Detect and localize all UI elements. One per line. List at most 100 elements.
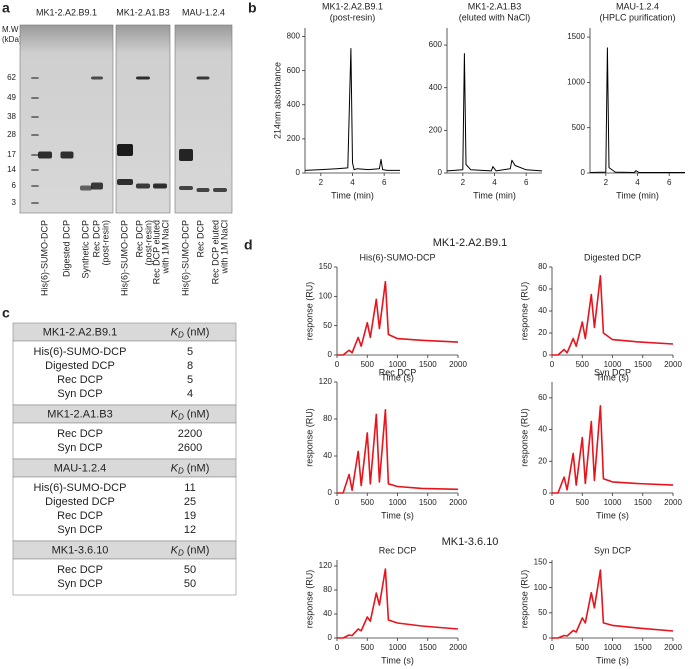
lane-label: His(6)-SUMO-DCP bbox=[119, 220, 129, 296]
y-tick-label: 40 bbox=[323, 451, 332, 460]
kd-symbol: K bbox=[171, 462, 179, 474]
y-tick-label: 1000 bbox=[567, 77, 585, 86]
gel-band bbox=[31, 97, 39, 99]
mw-marker: 17 bbox=[7, 150, 16, 159]
lane-label: Rec DCP eluted bbox=[210, 220, 220, 284]
panel-label: a bbox=[2, 0, 10, 16]
gel-band bbox=[31, 185, 39, 187]
kd-header: KD (nM) bbox=[171, 326, 210, 339]
axis bbox=[589, 28, 685, 174]
mw-marker: 49 bbox=[7, 93, 16, 102]
data-line bbox=[337, 409, 459, 494]
mw-marker: 28 bbox=[7, 130, 16, 139]
kd-value: 2600 bbox=[178, 442, 202, 454]
kd-unit: (nM) bbox=[187, 462, 210, 474]
chart-subtitle: (eluted with NaCl) bbox=[459, 12, 531, 22]
x-axis-label: Time (min) bbox=[473, 190, 516, 200]
gel-band bbox=[179, 149, 193, 161]
x-axis-label: Time (min) bbox=[331, 190, 374, 200]
lane-label: Synthetic DCP bbox=[80, 220, 90, 279]
mw-marker: 38 bbox=[7, 112, 16, 121]
kd-subscript: D bbox=[178, 549, 184, 558]
y-axis-label: response (RU) bbox=[304, 408, 314, 467]
x-tick-label: 0 bbox=[550, 498, 555, 507]
y-axis-label: response (RU) bbox=[519, 282, 529, 341]
y-tick-label: 0 bbox=[543, 633, 548, 642]
data-line bbox=[337, 568, 459, 639]
mw-label: M.W bbox=[2, 25, 19, 34]
kd-unit: (nM) bbox=[187, 326, 210, 338]
x-tick-label: 2 bbox=[461, 178, 466, 187]
data-line bbox=[446, 53, 543, 172]
row-name: Rec DCP bbox=[57, 564, 103, 576]
gel-band bbox=[38, 151, 52, 159]
y-tick-label: 150 bbox=[319, 262, 333, 271]
axis bbox=[446, 28, 542, 174]
kd-header: KD (nM) bbox=[171, 408, 210, 421]
y-tick-label: 80 bbox=[538, 262, 547, 271]
kd-symbol: K bbox=[171, 326, 179, 338]
kd-header: KD (nM) bbox=[171, 462, 210, 475]
row-name: His(6)-SUMO-DCP bbox=[34, 482, 127, 494]
y-tick-label: 400 bbox=[287, 100, 301, 109]
x-tick-label: 2000 bbox=[664, 498, 682, 507]
x-tick-label: 6 bbox=[382, 178, 387, 187]
lane-label: Digested DCP bbox=[61, 220, 71, 277]
chart-title: Digested DCP bbox=[584, 252, 641, 262]
chart-title: Rec DCP bbox=[379, 367, 417, 377]
row-name: Syn DCP bbox=[57, 442, 102, 454]
kd-subscript: D bbox=[178, 413, 184, 422]
table-body bbox=[12, 558, 237, 596]
x-tick-label: 4 bbox=[350, 178, 355, 187]
x-tick-label: 1000 bbox=[604, 360, 622, 369]
lane-label: Rec DCP bbox=[134, 220, 144, 258]
kd-subscript: D bbox=[178, 331, 184, 340]
kd-value: 25 bbox=[184, 496, 196, 508]
kd-value: 19 bbox=[184, 510, 196, 522]
x-tick-label: 500 bbox=[576, 643, 590, 652]
y-tick-label: 40 bbox=[538, 306, 547, 315]
y-tick-label: 150 bbox=[534, 558, 548, 567]
group-name: MK1-3.6.10 bbox=[52, 544, 109, 556]
mw-marker: 62 bbox=[7, 73, 16, 82]
x-tick-label: 1500 bbox=[419, 643, 437, 652]
chart-title: Rec DCP bbox=[379, 545, 417, 555]
gel-band bbox=[31, 169, 39, 171]
table-body bbox=[12, 422, 237, 460]
x-axis-label: Time (s) bbox=[381, 510, 414, 520]
y-tick-label: 1500 bbox=[567, 32, 585, 41]
x-tick-label: 0 bbox=[550, 360, 555, 369]
gel-band bbox=[31, 154, 39, 156]
y-tick-label: 0 bbox=[543, 488, 548, 497]
row-name: Digested DCP bbox=[45, 496, 115, 508]
x-axis-label: Time (s) bbox=[381, 655, 414, 665]
data-line bbox=[304, 48, 400, 171]
gel-title: MK1-2.A1.B3 bbox=[116, 7, 170, 17]
y-tick-label: 200 bbox=[429, 125, 443, 134]
y-tick-label: 20 bbox=[538, 456, 547, 465]
gel-title: MAU-1.2.4 bbox=[182, 7, 225, 17]
y-axis-label: response (RU) bbox=[519, 570, 529, 629]
kd-unit: (nM) bbox=[187, 544, 210, 556]
x-tick-label: 1500 bbox=[634, 643, 652, 652]
y-tick-label: 0 bbox=[438, 168, 443, 177]
chart-subtitle: (HPLC purification) bbox=[599, 12, 675, 22]
y-axis-label: response (RU) bbox=[519, 408, 529, 467]
kd-value: 2200 bbox=[178, 428, 202, 440]
group-heading: MK1-3.6.10 bbox=[442, 536, 499, 548]
kd-symbol: K bbox=[171, 544, 179, 556]
axis bbox=[551, 560, 673, 639]
y-tick-label: 200 bbox=[287, 134, 301, 143]
gel-image bbox=[19, 24, 114, 214]
y-tick-label: 0 bbox=[296, 168, 301, 177]
gel-band bbox=[196, 188, 210, 192]
gel-band bbox=[196, 76, 210, 80]
row-name: Syn DCP bbox=[57, 524, 102, 536]
y-tick-label: 0 bbox=[328, 633, 333, 642]
axis bbox=[336, 560, 458, 639]
gel-band bbox=[31, 202, 39, 204]
y-tick-label: 100 bbox=[534, 583, 548, 592]
y-tick-label: 800 bbox=[287, 32, 301, 41]
x-tick-label: 0 bbox=[550, 643, 555, 652]
lane-label: with 1M NaCl bbox=[219, 220, 229, 275]
